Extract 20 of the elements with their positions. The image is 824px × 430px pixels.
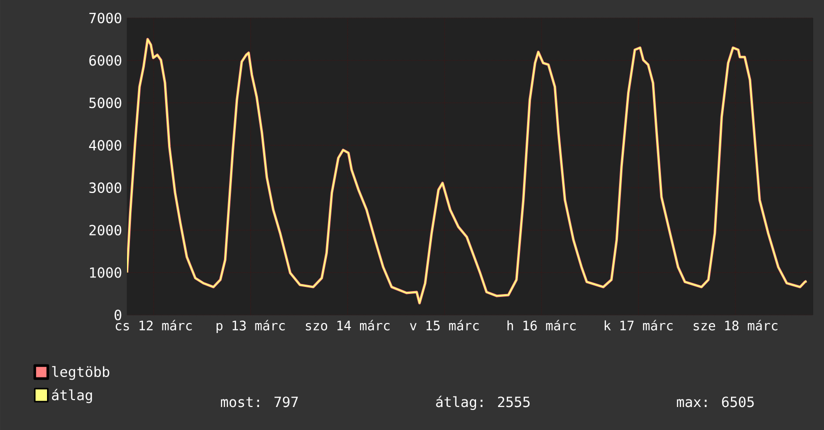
legend-label: legtöbb bbox=[52, 366, 110, 380]
y-tick-label: 2000 bbox=[89, 224, 122, 236]
text: átlag: 2555 bbox=[436, 396, 530, 410]
x-tick-label: sze 18 márc bbox=[694, 320, 778, 330]
y-tick-label: 7000 bbox=[89, 12, 122, 24]
x-tick-label: cs 12 márc bbox=[116, 320, 192, 330]
y-tick-label: 3000 bbox=[89, 182, 122, 194]
x-tick-label: p 13 márc bbox=[216, 320, 285, 333]
x-tick-label: k 17 márc bbox=[604, 320, 673, 330]
y-tick-label: 4000 bbox=[89, 140, 122, 151]
x-tick-label: v 15 márc bbox=[410, 320, 479, 330]
y-tick-label: 6000 bbox=[89, 55, 122, 66]
x-tick-label: h 16 márc bbox=[508, 320, 576, 330]
y-tick-label: 1000 bbox=[90, 267, 122, 278]
text: max: 6505 bbox=[676, 396, 754, 408]
y-tick-label: 5000 bbox=[89, 98, 122, 108]
legend-label: átlag bbox=[52, 388, 92, 404]
text: most: 797 bbox=[220, 396, 298, 408]
y-tick-label: 0 bbox=[114, 310, 122, 320]
x-tick-label: szo 14 márc bbox=[306, 320, 390, 330]
